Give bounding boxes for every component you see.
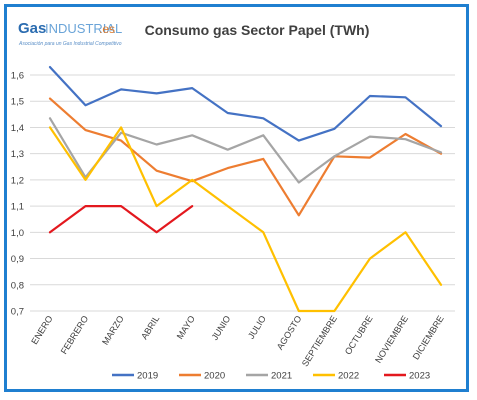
y-tick-label: 0,9 (11, 254, 24, 265)
y-tick-label: 1,3 (11, 149, 24, 160)
gridlines (30, 74, 455, 312)
legend-label-2022: 2022 (338, 371, 359, 382)
x-axis-ticks: ENERO FEBRERO MARZO ABRIL MAYO JUNIO JULIO AGOS… (29, 314, 445, 368)
y-tick-label: 1,0 (11, 228, 24, 239)
x-tick-label: JUNIO (210, 314, 233, 342)
y-tick-label: 1,4 (11, 123, 24, 134)
legend-label-2021: 2021 (271, 371, 292, 382)
chart-frame (4, 4, 469, 392)
y-tick-label: 0,7 (11, 307, 24, 318)
legend-label-2023: 2023 (409, 371, 430, 382)
x-tick-label: ABRIL (139, 314, 161, 341)
series-line-2023 (48, 205, 194, 234)
x-tick-label: SEPTIEMBRE (300, 314, 339, 368)
y-tick-label: 1,5 (11, 97, 24, 108)
x-tick-label: AGOSTO (275, 314, 304, 352)
y-tick-label: 1,1 (11, 202, 24, 213)
legend: 2019 2020 2021 2022 2023 (112, 371, 430, 382)
y-axis-ticks: 0,7 0,8 0,9 1,0 1,1 1,2 1,3 1,4 1,5 1,6 (11, 71, 24, 318)
chart-title: Consumo gas Sector Papel (TWh) (145, 22, 370, 38)
x-tick-label: OCTUBRE (343, 314, 375, 357)
logo: Gas INDUSTRIAL .es Asociación para un Ga… (18, 20, 122, 47)
logo-tagline: Asociación para un Gas Industrial Compet… (18, 41, 122, 47)
x-tick-label: DICIEMBRE (411, 314, 446, 362)
series-line-2021 (48, 117, 443, 184)
logo-gas: Gas (18, 20, 46, 37)
logo-industrial: INDUSTRIAL (45, 21, 122, 36)
x-tick-label: MARZO (100, 314, 126, 347)
y-tick-label: 1,2 (11, 175, 24, 186)
x-tick-label: MAYO (175, 314, 197, 341)
series-lines (48, 66, 443, 313)
x-tick-label: FEBRERO (59, 314, 91, 356)
logo-es: .es (99, 22, 115, 36)
legend-label-2019: 2019 (137, 371, 158, 382)
x-tick-label: JULIO (246, 314, 268, 341)
legend-label-2020: 2020 (204, 371, 225, 382)
y-tick-label: 0,8 (11, 280, 24, 291)
series-line-2022 (48, 126, 443, 313)
y-tick-label: 1,6 (11, 71, 24, 82)
series-line-2019 (48, 66, 443, 142)
x-tick-label: NOVIEMBRE (373, 314, 410, 365)
x-tick-label: ENERO (29, 314, 54, 346)
